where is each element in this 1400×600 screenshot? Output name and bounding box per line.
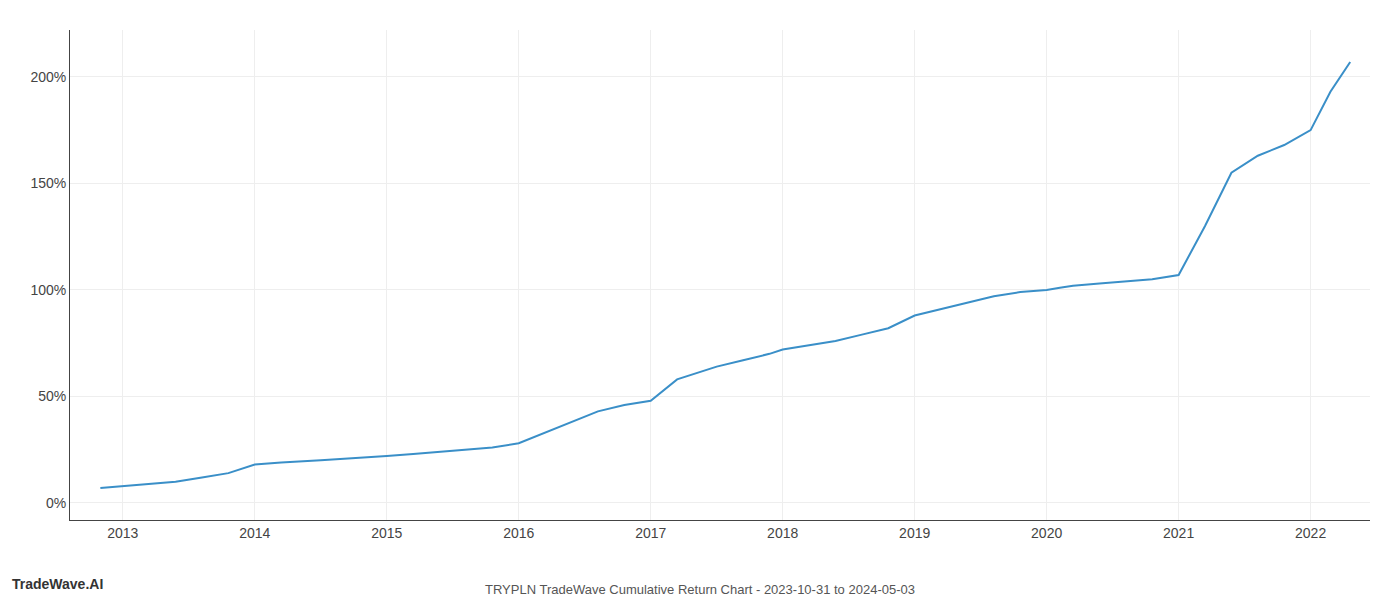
svg-text:2015: 2015: [371, 525, 402, 541]
svg-text:2022: 2022: [1295, 525, 1326, 541]
svg-text:2021: 2021: [1163, 525, 1194, 541]
svg-text:2017: 2017: [635, 525, 666, 541]
svg-text:2019: 2019: [899, 525, 930, 541]
svg-text:50%: 50%: [38, 388, 66, 404]
svg-text:200%: 200%: [30, 69, 66, 85]
svg-text:TradeWave.AI: TradeWave.AI: [12, 576, 103, 592]
svg-text:2018: 2018: [767, 525, 798, 541]
svg-text:TRYPLN TradeWave Cumulative Re: TRYPLN TradeWave Cumulative Return Chart…: [485, 582, 915, 597]
svg-text:0%: 0%: [46, 495, 66, 511]
svg-text:2020: 2020: [1031, 525, 1062, 541]
svg-text:2014: 2014: [239, 525, 270, 541]
svg-text:100%: 100%: [30, 282, 66, 298]
svg-text:2013: 2013: [107, 525, 138, 541]
svg-text:2016: 2016: [503, 525, 534, 541]
svg-text:150%: 150%: [30, 175, 66, 191]
